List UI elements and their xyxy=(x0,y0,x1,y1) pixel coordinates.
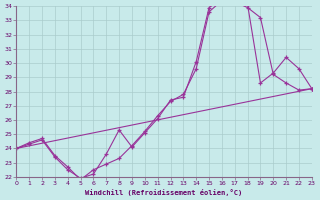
X-axis label: Windchill (Refroidissement éolien,°C): Windchill (Refroidissement éolien,°C) xyxy=(85,189,243,196)
